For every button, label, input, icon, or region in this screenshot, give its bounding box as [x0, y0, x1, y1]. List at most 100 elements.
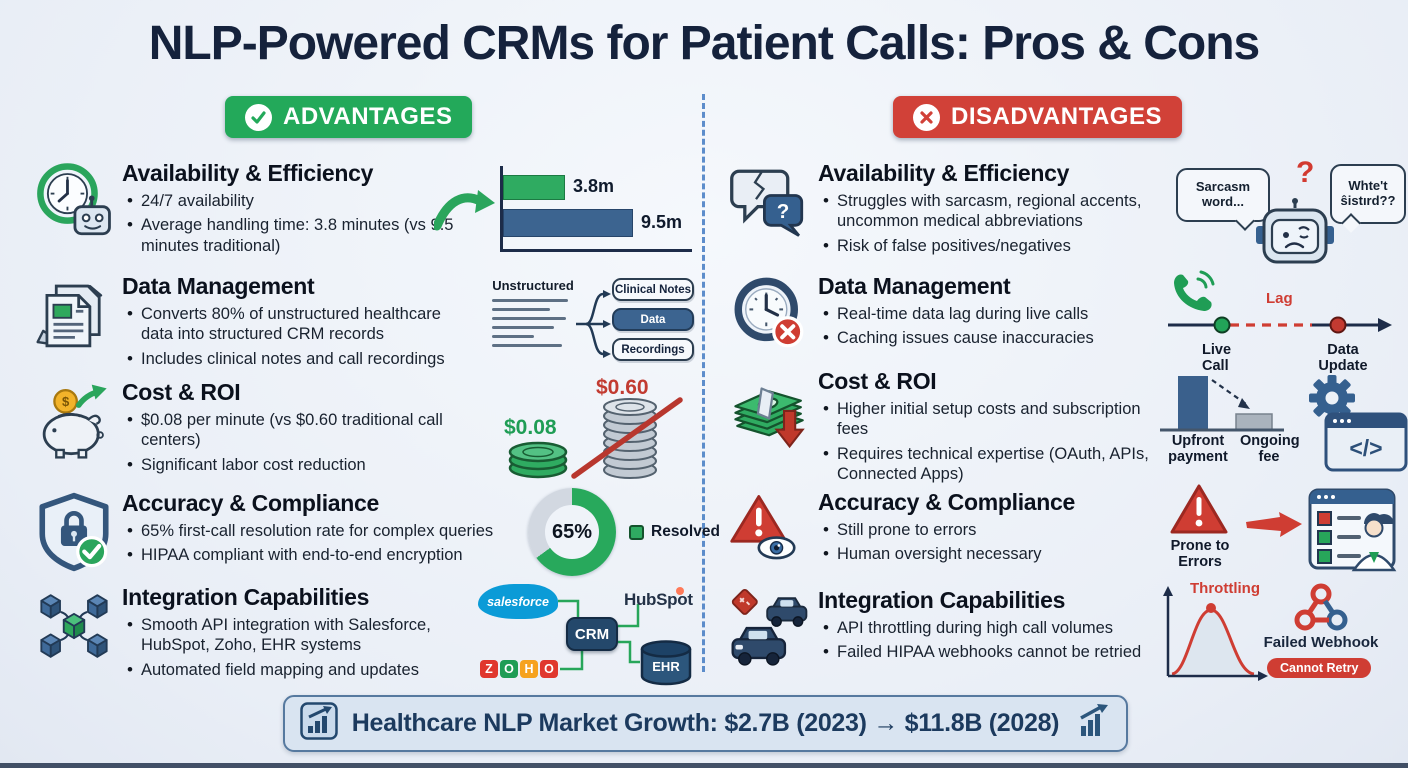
market-growth-text: Healthcare NLP Market Growth: $2.7B (202…	[351, 709, 1060, 737]
section-heading: Accuracy & Compliance	[122, 490, 380, 516]
bullet: $0.08 per minute (vs $0.60 traditional c…	[122, 409, 458, 451]
bar-label: 3.8m	[573, 176, 615, 196]
section-heading: Availability & Efficiency	[818, 160, 1070, 186]
cash-loss-icon	[722, 366, 818, 452]
failed-webhook-label: Failed Webhook	[1263, 634, 1379, 651]
adv-data-section: Data Management Converts 80% of unstruct…	[26, 271, 464, 369]
throttling-curve-chart	[1154, 584, 1274, 693]
traffic-jam-icon	[722, 585, 818, 671]
traditional-price-label: $0.60	[596, 376, 649, 399]
red-arrow-icon	[1246, 512, 1304, 543]
check-icon	[245, 103, 272, 131]
page-title: NLP-Powered CRMs for Patient Calls: Pros…	[148, 17, 1261, 70]
section-heading: Accuracy & Compliance	[818, 489, 1076, 515]
x-icon	[913, 103, 940, 131]
adv-accuracy-section: Accuracy & Compliance 65% first-call res…	[26, 488, 504, 574]
zoho-letter: H	[520, 660, 538, 678]
ehr-label: EHR	[652, 659, 680, 674]
dis-accuracy-section: Accuracy & Compliance Still prone to err…	[722, 487, 1162, 573]
section-heading: Data Management	[818, 273, 1011, 299]
piggy-bank-icon: $	[26, 377, 122, 463]
gear-code-icon: </>	[1292, 370, 1408, 481]
zoho-letter: Z	[480, 660, 498, 678]
bullet: Higher initial setup costs and subscript…	[818, 398, 1162, 440]
bullet: Struggles with sarcasm, regional accents…	[818, 190, 1170, 232]
bullet: Caching issues cause inaccuracies	[818, 327, 1162, 349]
shield-lock-icon	[26, 488, 122, 574]
confused-robot-visual: Sarcasm word... Whte't ŝistırd?? ?	[1176, 156, 1406, 268]
growth-chart-icon	[1073, 702, 1111, 745]
flow-arrows-icon	[576, 280, 612, 373]
cannot-retry-badge: Cannot Retry	[1267, 658, 1372, 678]
advantages-badge-label: ADVANTAGES	[283, 103, 453, 130]
advantages-badge: ADVANTAGES	[225, 96, 473, 138]
zoho-logo: Z O H O	[480, 660, 558, 678]
ehr-database-icon: EHR	[640, 640, 692, 691]
salesforce-logo: salesforce	[478, 584, 558, 619]
clock-robot-icon	[26, 158, 122, 244]
fees-bar-chart	[1160, 372, 1286, 439]
bullet: Failed HIPAA webhooks cannot be retried	[818, 641, 1164, 663]
review-checklist-person-icon	[1308, 482, 1408, 589]
resolution-donut-chart: 65% Resolved	[528, 486, 720, 578]
section-heading: Integration Capabilities	[818, 587, 1066, 613]
bullet: 65% first-call resolution rate for compl…	[122, 520, 504, 542]
legend-swatch	[629, 524, 644, 540]
bullet: API throttling during high call volumes	[818, 617, 1164, 639]
dis-cost-section: Cost & ROI Higher initial setup costs an…	[722, 366, 1162, 485]
text-line	[492, 326, 554, 329]
throttling-label: Throttling	[1190, 580, 1260, 597]
crm-integration-map: salesforce HubSpot CRM Z O H O EHR	[478, 580, 696, 688]
hubspot-sprocket-icon	[675, 587, 684, 595]
failed-webhook-icon	[1294, 582, 1348, 639]
handling-time-bar-chart: 3.8m 9.5m	[500, 166, 698, 258]
clock-error-icon	[722, 271, 818, 357]
error-warning-triangle-icon	[1168, 482, 1230, 542]
integration-cubes-icon	[26, 582, 122, 668]
live-call-phone-icon	[1168, 268, 1216, 317]
section-heading: Cost & ROI	[818, 368, 937, 394]
crm-node: CRM	[566, 617, 618, 651]
donut-ring: 65%	[528, 488, 616, 576]
donut-center-label: 65%	[545, 505, 599, 559]
section-heading: Cost & ROI	[122, 379, 241, 405]
adv-cost-section: $ Cost & ROI $0.08 per minute (vs $0.60 …	[26, 377, 458, 475]
dis-data-section: Data Management Real-time data lag durin…	[722, 271, 1162, 357]
bullet: Converts 80% of unstructured healthcare …	[122, 303, 464, 345]
dis-integration-section: Integration Capabilities API throttling …	[722, 585, 1164, 671]
confused-robot-icon	[1256, 198, 1334, 271]
bullet: Requires technical expertise (OAuth, API…	[818, 443, 1162, 485]
warning-eye-icon	[722, 487, 818, 573]
market-growth-banner: Healthcare NLP Market Growth: $2.7B (202…	[283, 695, 1128, 752]
bullet: Average handling time: 3.8 minutes (vs 9…	[122, 214, 454, 256]
svg-text:$: $	[62, 394, 70, 409]
text-line	[492, 308, 550, 311]
question-mark-icon: ?	[1296, 156, 1315, 189]
flow-target-recordings: Recordings	[612, 338, 694, 361]
green-curved-arrow-icon	[432, 182, 496, 236]
timeline-line	[1166, 314, 1406, 341]
growth-chart-icon	[300, 702, 338, 745]
section-heading: Availability & Efficiency	[122, 160, 374, 186]
legend-label: Resolved	[651, 523, 720, 540]
disadvantages-badge: DISADVANTAGES	[893, 96, 1182, 138]
svg-text:?: ?	[777, 200, 790, 223]
section-heading: Data Management	[122, 273, 315, 299]
human-oversight-visual: Prone to Errors	[1156, 482, 1408, 590]
bullet: Risk of false positives/negatives	[818, 235, 1170, 257]
adv-integration-section: Integration Capabilities Smooth API inte…	[26, 582, 470, 680]
bullet: Human oversight necessary	[818, 543, 1162, 565]
zoho-letter: O	[540, 660, 558, 678]
text-line	[492, 299, 568, 302]
hubspot-text: HubSpot	[624, 590, 693, 609]
section-heading: Integration Capabilities	[122, 584, 370, 610]
text-line	[492, 344, 562, 347]
cost-comparison-coins: $0.08 $0.60	[498, 376, 696, 480]
bullet: Includes clinical notes and call recordi…	[122, 348, 464, 370]
throttling-webhook-visual: Throttling	[1154, 580, 1408, 694]
bullet: Significant labor cost reduction	[122, 454, 458, 476]
speech-bubble-sarcasm: Sarcasm word...	[1176, 168, 1270, 222]
flow-target-clinical-notes: Clinical Notes	[612, 278, 694, 301]
bar-traditional-time	[503, 209, 633, 237]
bullet: Smooth API integration with Salesforce, …	[122, 614, 470, 656]
